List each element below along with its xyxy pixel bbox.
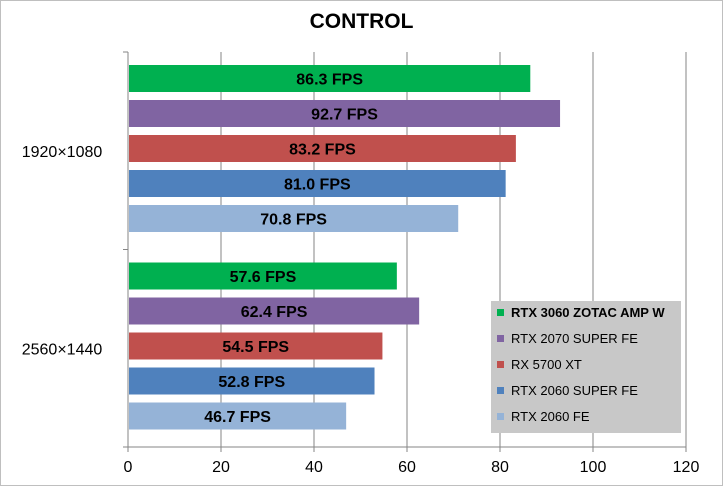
x-tick-label: 80 (491, 459, 509, 476)
bar (129, 262, 397, 290)
bar-data-label: 46.7 FPS (204, 409, 271, 426)
x-tick-label: 120 (673, 459, 700, 476)
bar (129, 205, 459, 232)
bar-data-label: 92.7 FPS (311, 107, 378, 124)
category-label: 2560×1440 (22, 341, 103, 358)
legend-label: RTX 2070 SUPER FE (511, 331, 638, 346)
x-tick-label: 60 (398, 459, 416, 476)
x-tick-label: 20 (212, 459, 230, 476)
bar (129, 402, 347, 430)
x-tick-label: 40 (305, 459, 323, 476)
legend-swatch (497, 387, 504, 394)
bar (129, 332, 383, 360)
legend-item: RX 5700 XT (497, 357, 582, 377)
bar-data-label: 86.3 FPS (296, 72, 363, 89)
chart-title: CONTROL (309, 10, 414, 33)
legend-item: RTX 2060 FE (497, 409, 590, 429)
legend-swatch (497, 361, 504, 368)
legend-item: RTX 2070 SUPER FE (497, 331, 638, 351)
legend-swatch (497, 309, 504, 316)
x-tick-label: 100 (580, 459, 607, 476)
legend-item: RTX 2060 SUPER FE (497, 383, 638, 403)
bar (129, 367, 375, 395)
legend-label: RTX 2060 FE (511, 409, 590, 424)
bar (129, 297, 420, 325)
bar-data-label: 52.8 FPS (218, 374, 285, 391)
bar (129, 65, 531, 92)
bar-data-label: 57.6 FPS (230, 269, 297, 286)
bar-data-label: 70.8 FPS (260, 212, 327, 229)
legend: RTX 3060 ZOTAC AMP W RTX 2070 SUPER FE RX … (491, 301, 681, 433)
x-tick-label: 0 (124, 459, 133, 476)
bar (129, 135, 516, 162)
legend-swatch (497, 413, 504, 420)
legend-label: RTX 2060 SUPER FE (511, 383, 638, 398)
bar-data-label: 83.2 FPS (289, 142, 356, 159)
legend-label: RX 5700 XT (511, 357, 582, 372)
bar-data-label: 54.5 FPS (222, 339, 289, 356)
bar (129, 170, 506, 197)
bar-data-label: 81.0 FPS (284, 177, 351, 194)
bar-data-label: 62.4 FPS (241, 304, 308, 321)
category-label: 1920×1080 (22, 144, 103, 161)
legend-swatch (497, 335, 504, 342)
legend-label: RTX 3060 ZOTAC AMP W (511, 305, 665, 320)
legend-item: RTX 3060 ZOTAC AMP W (497, 305, 665, 325)
bar (129, 100, 561, 127)
